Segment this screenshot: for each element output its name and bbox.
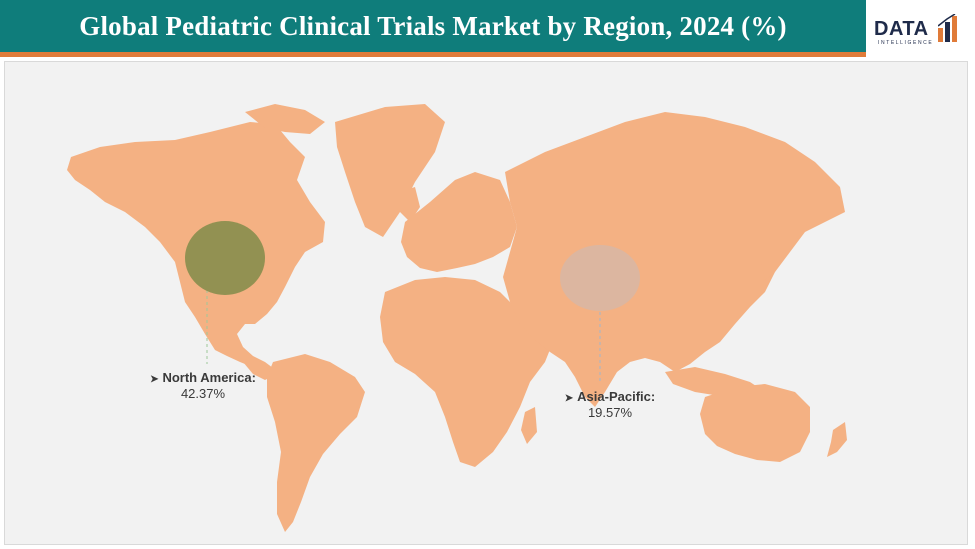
landmass-japan [761,234,783,280]
world-map [67,104,847,532]
north-america-value: 42.37% [180,386,226,401]
asia-pacific-value: 19.57% [587,405,633,420]
logo-wordmark: DATA [874,18,929,40]
title-banner: Global Pediatric Clinical Trials Market … [0,0,866,52]
landmass-greenland [335,104,445,237]
chevron-right-icon: ➤ [150,374,159,385]
landmass-group [67,104,847,532]
world-map-panel: ➤ North America: 42.37% ➤ Asia-Pacific: 19… [4,61,968,545]
asia-pacific-label: ➤ Asia-Pacific: 19.57% [540,389,680,420]
bar-chart-icon [938,14,957,42]
north-america-name: ➤ North America: [150,370,256,385]
landmass-south-america [267,354,365,532]
landmass-madagascar [521,407,537,444]
landmass-central-america [243,348,273,380]
north-america-label: ➤ North America: 42.37% [133,370,273,401]
landmass-australia [700,384,810,462]
chevron-right-icon: ➤ [564,393,574,404]
landmass-europe [401,172,517,272]
title-underline [0,52,866,57]
landmass-new-zealand [827,422,847,457]
north-america-bubble [185,221,265,295]
page-title: Global Pediatric Clinical Trials Market … [79,10,787,41]
logo-tagline: INTELLIGENCE [878,40,934,46]
company-logo: DATA INTELLIGENCE [866,0,975,57]
landmass-africa [380,277,553,467]
asia-pacific-name: ➤ Asia-Pacific: [564,389,656,404]
landmass-british-isles [400,187,420,222]
asia-pacific-bubble [560,245,640,311]
landmass-asia [503,112,845,407]
landmass-arctic-islands [245,104,325,134]
